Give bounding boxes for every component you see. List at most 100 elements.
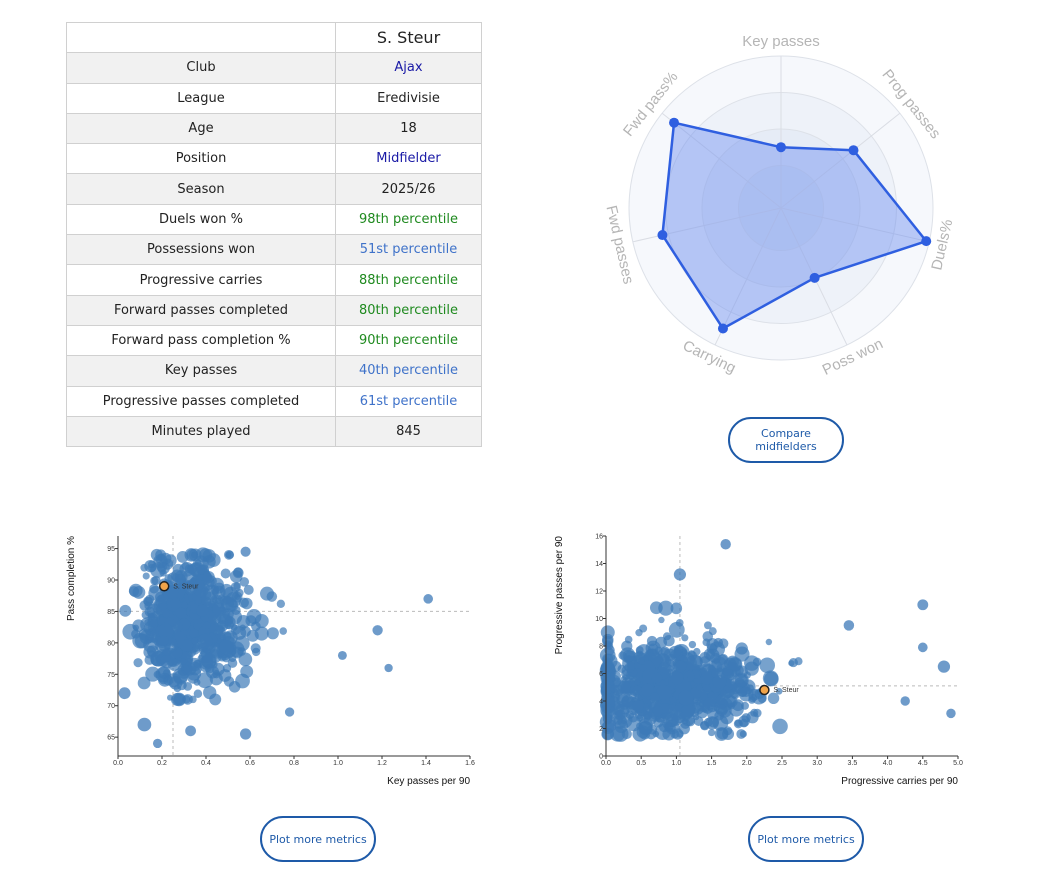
scatter-point — [624, 680, 632, 689]
scatter-point — [740, 687, 752, 698]
scatter-point — [711, 698, 718, 705]
scatter-point — [739, 718, 749, 728]
scatter-point — [691, 701, 705, 715]
scatter-point — [192, 609, 207, 624]
scatter-point — [156, 561, 168, 572]
y-tick-label: 70 — [107, 703, 115, 710]
scatter-point — [152, 738, 163, 749]
scatter-point — [744, 661, 759, 676]
scatter-point — [604, 680, 611, 687]
scatter-point — [658, 600, 674, 616]
scatter-point — [733, 719, 743, 729]
scatter-point — [158, 614, 165, 621]
scatter-point — [648, 707, 658, 717]
scatter-point — [693, 714, 700, 721]
scatter-point — [703, 697, 716, 710]
scatter-point — [222, 664, 232, 673]
scatter-point — [184, 604, 191, 612]
scatter-point — [175, 600, 186, 611]
scatter-point — [731, 691, 740, 700]
scatter-point — [701, 664, 717, 680]
scatter-point — [179, 562, 195, 577]
scatter-point — [181, 579, 191, 589]
plot-more-metrics-button-1[interactable]: Plot more metrics — [260, 816, 376, 862]
scatter-point — [705, 673, 715, 684]
scatter-point — [239, 624, 246, 631]
scatter-point — [672, 686, 688, 702]
scatter-point — [659, 687, 674, 702]
scatter-point — [681, 649, 688, 656]
scatter-point — [147, 613, 159, 624]
x-tick-label: 4.0 — [883, 760, 893, 767]
radar-polygon — [661, 121, 928, 330]
table-row: Club Ajax — [66, 52, 482, 84]
table-header-row: S. Steur — [66, 21, 482, 54]
scatter-point — [207, 600, 216, 609]
scatter-point — [626, 700, 641, 715]
scatter-point — [184, 603, 193, 612]
x-tick-label: 2.0 — [742, 760, 752, 767]
x-tick-label: 0.4 — [201, 760, 211, 767]
y-tick-label: 4 — [599, 699, 603, 706]
scatter-point — [646, 635, 658, 647]
scatter-point — [160, 654, 175, 669]
scatter-point — [664, 679, 676, 691]
scatter-point — [175, 634, 188, 646]
scatter-point — [602, 633, 614, 646]
scatter-point — [682, 663, 696, 677]
highlight-label: S. Steur — [773, 687, 799, 694]
scatter-point — [173, 586, 189, 602]
scatter-point — [675, 619, 684, 627]
scatter-point — [159, 629, 168, 639]
scatter-point — [210, 577, 224, 592]
scatter-point — [644, 682, 659, 697]
scatter-point — [674, 682, 684, 693]
plot-more-metrics-button-2[interactable]: Plot more metrics — [748, 816, 864, 862]
scatter-point — [715, 695, 726, 706]
scatter-point — [695, 677, 707, 688]
scatter-point — [144, 633, 154, 644]
scatter-point — [686, 667, 698, 679]
scatter-point — [193, 629, 207, 643]
table-row: Forward pass completion % 90th percentile — [66, 324, 482, 357]
scatter-point — [600, 625, 615, 640]
scatter-point — [649, 679, 661, 692]
scatter-point — [680, 695, 694, 709]
scatter-point — [190, 551, 198, 559]
scatter-point — [211, 633, 226, 648]
scatter-point — [217, 638, 229, 650]
scatter-point — [654, 646, 663, 655]
row-value: 90th percentile — [335, 324, 482, 357]
scatter-point — [169, 632, 178, 641]
scatter-point — [211, 662, 225, 676]
scatter-point — [238, 597, 249, 608]
scatter-point — [633, 677, 649, 692]
scatter-point — [201, 601, 214, 614]
scatter-point — [150, 654, 162, 666]
compare-midfielders-button[interactable]: Compare midfielders — [728, 417, 844, 463]
scatter-point — [659, 671, 666, 678]
radar-axis-label: Poss won — [820, 335, 886, 379]
scatter-point — [162, 647, 177, 662]
scatter-point — [163, 599, 177, 613]
scatter-point — [711, 668, 721, 678]
scatter-point — [185, 630, 200, 645]
scatter-point — [602, 653, 614, 665]
scatter-point — [680, 669, 694, 682]
scatter-point — [672, 659, 680, 667]
scatter-point — [193, 689, 203, 698]
scatter-point — [648, 643, 659, 654]
scatter-point — [624, 655, 633, 663]
scatter-point — [710, 677, 720, 687]
y-tick-label: 65 — [107, 735, 115, 742]
y-axis-label: Progressive passes per 90 — [554, 536, 565, 655]
radar-point — [669, 117, 680, 128]
scatter-point — [630, 664, 644, 679]
scatter-point — [175, 633, 191, 648]
scatter-point — [190, 578, 200, 588]
scatter-point — [139, 600, 151, 611]
scatter-point — [639, 728, 651, 740]
scatter-point — [638, 721, 653, 736]
scatter-point — [212, 601, 225, 614]
scatter-point — [700, 688, 713, 702]
